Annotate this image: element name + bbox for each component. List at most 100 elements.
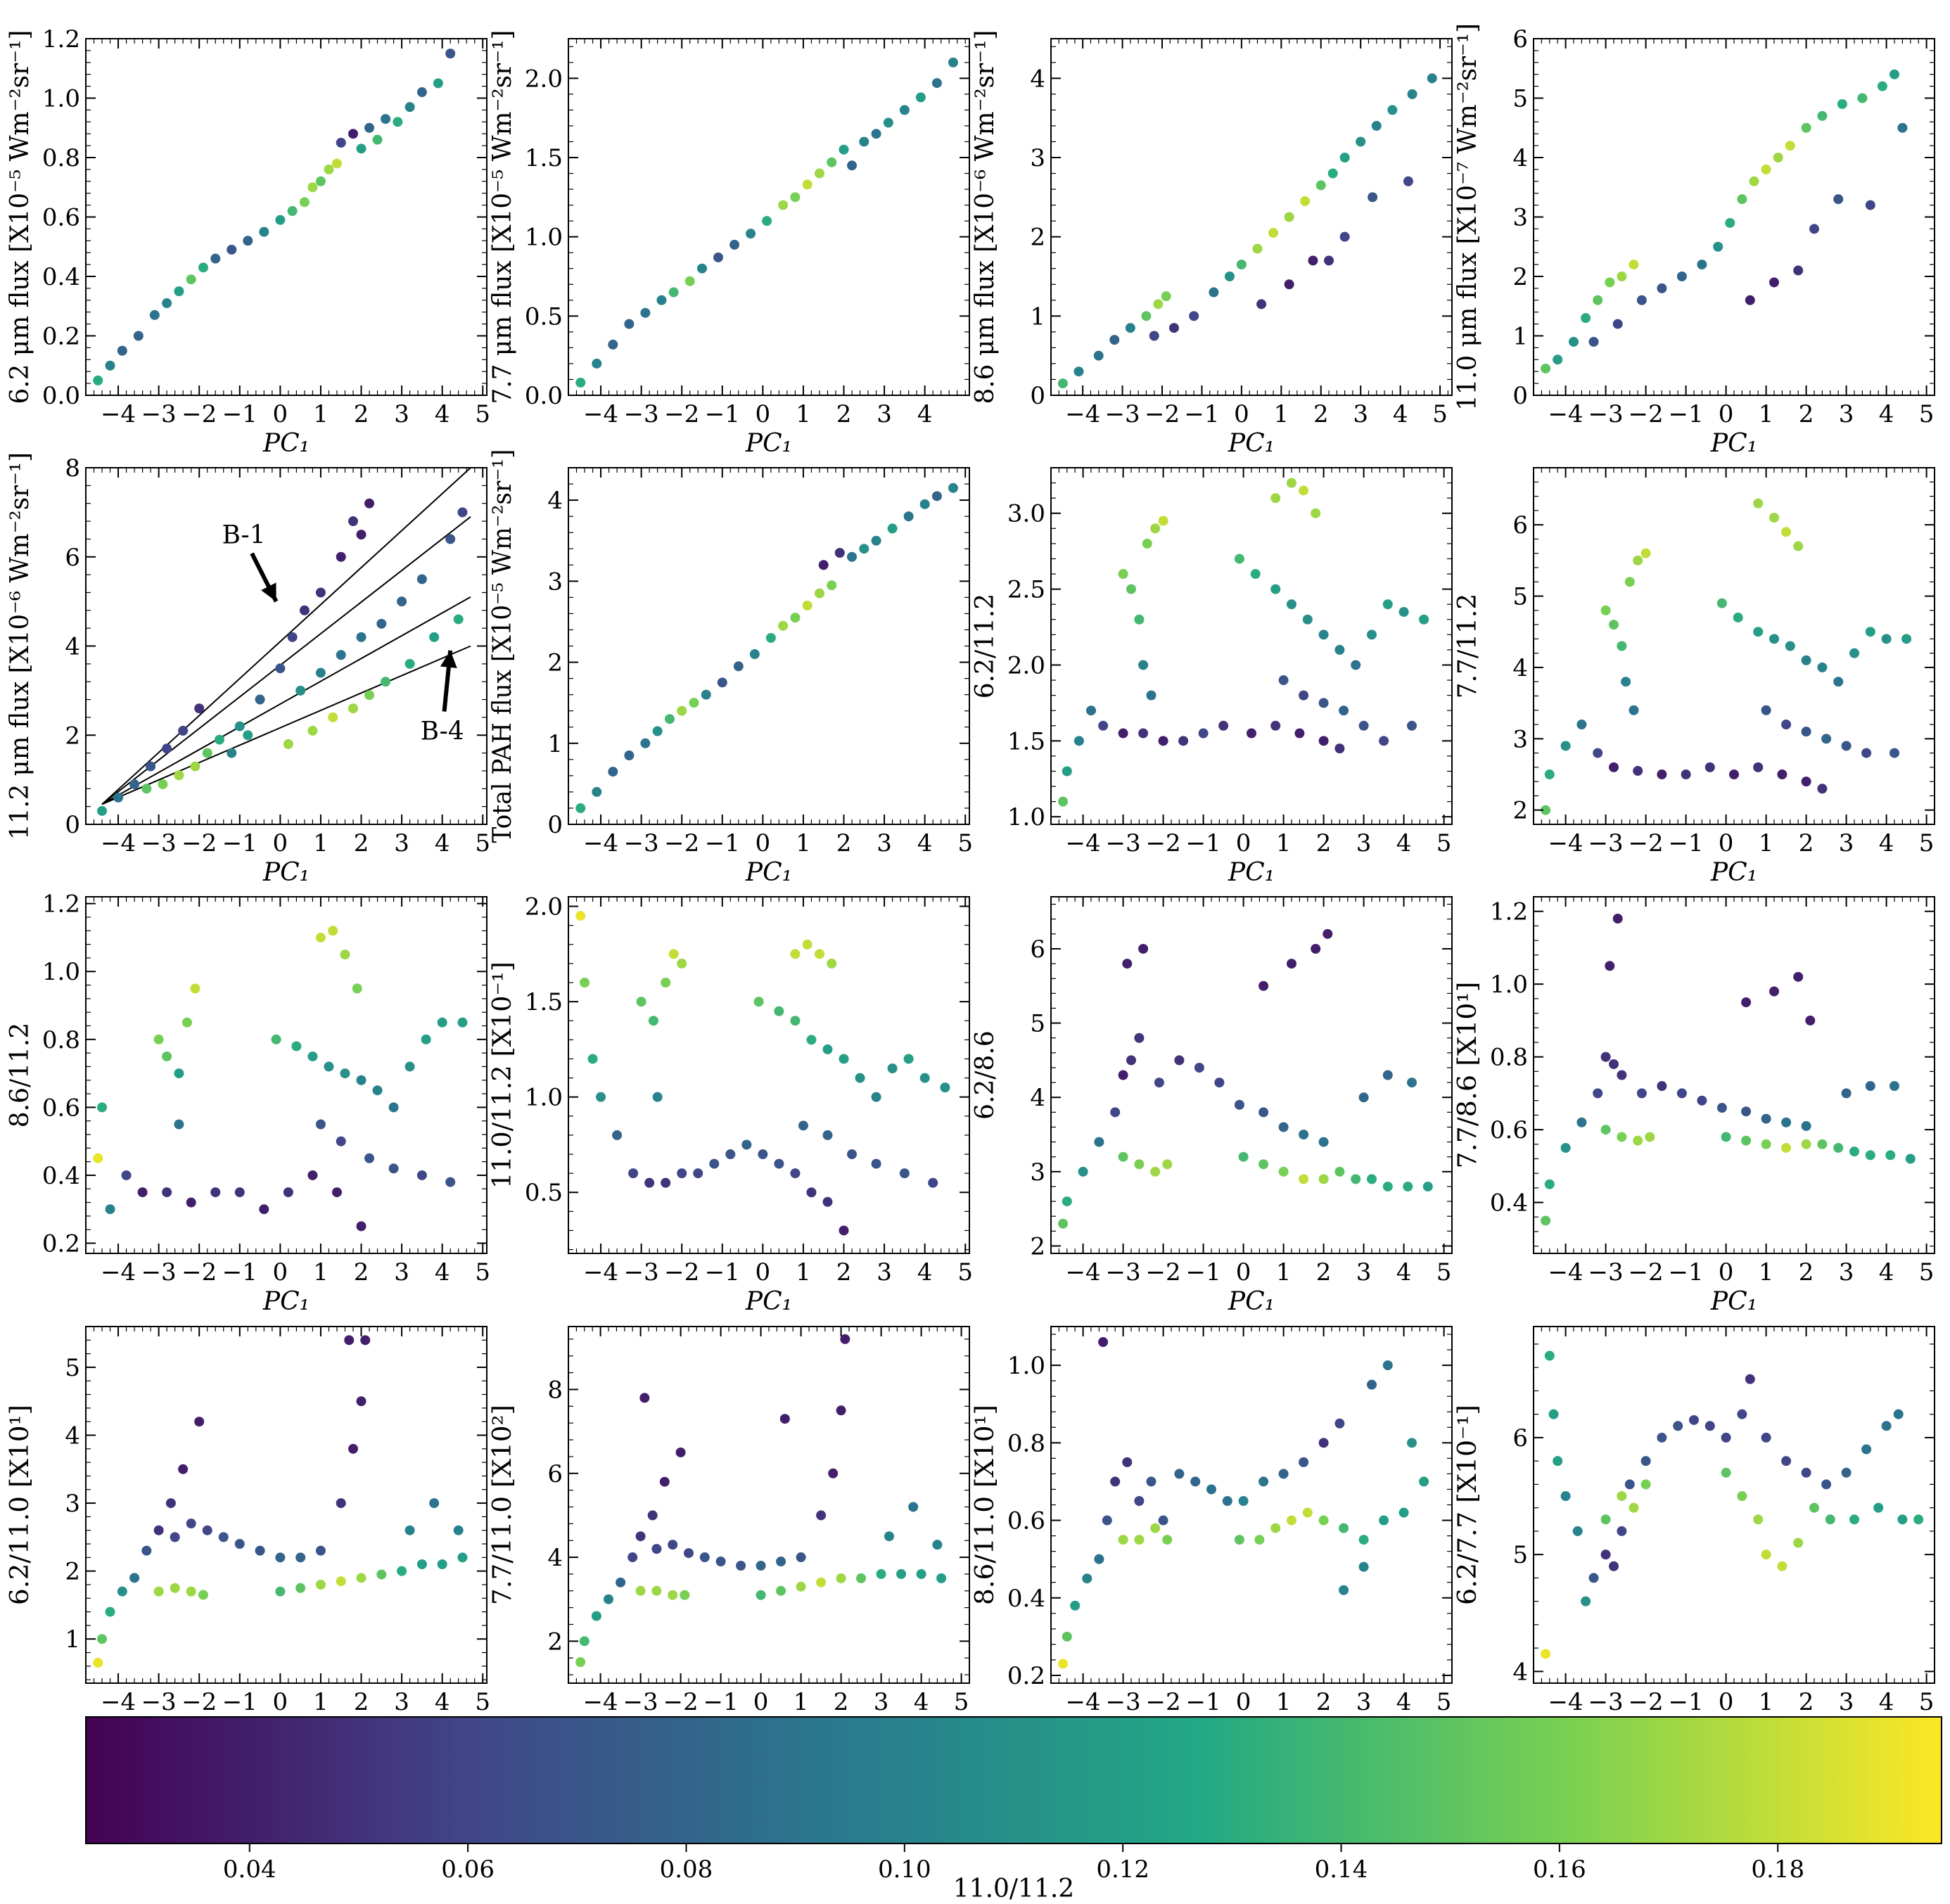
data-point: [1093, 350, 1104, 361]
y-axis-title: 11.0 μm flux [X10⁻⁷ Wm⁻²sr⁻¹]: [1453, 23, 1482, 411]
subplot-15: −4−3−2−10123450.20.40.60.81.0PC₁8.6/11.0…: [971, 1326, 1453, 1746]
data-point: [818, 560, 829, 570]
data-point: [1901, 634, 1912, 644]
x-tick-label: 5: [957, 829, 973, 857]
data-point: [753, 997, 764, 1007]
data-point: [1258, 1107, 1269, 1118]
data-point: [587, 1054, 598, 1064]
data-point: [668, 1590, 678, 1600]
data-point: [307, 1051, 318, 1061]
data-point: [636, 997, 646, 1007]
x-tick-label: 4: [917, 829, 933, 857]
data-point: [1593, 1088, 1603, 1099]
data-point: [790, 949, 801, 959]
data-point: [97, 1634, 108, 1644]
data-point: [1572, 1526, 1583, 1536]
data-point: [397, 1566, 407, 1576]
data-point: [1270, 584, 1281, 594]
x-tick-label: 4: [435, 1688, 450, 1716]
data-point: [1657, 283, 1667, 293]
data-point: [1761, 1113, 1771, 1124]
data-point: [652, 726, 663, 736]
data-point: [1278, 1469, 1289, 1479]
data-point: [153, 1525, 164, 1535]
data-point: [376, 618, 387, 629]
data-point: [1560, 741, 1571, 751]
data-point: [315, 176, 326, 186]
data-point: [1149, 331, 1159, 341]
data-point: [1805, 1015, 1816, 1026]
data-point: [1270, 720, 1281, 731]
data-point: [416, 574, 427, 584]
y-tick-label: 2: [1030, 1232, 1045, 1260]
x-tick-label: −1: [222, 400, 257, 428]
x-tick-label: 2: [354, 1258, 369, 1286]
x-tick-label: −1: [1669, 1258, 1704, 1286]
data-point: [97, 805, 108, 816]
x-tick-label: 4: [1396, 1688, 1412, 1716]
data-point: [1861, 1444, 1872, 1455]
data-point: [1913, 1514, 1924, 1525]
data-point: [635, 1585, 646, 1596]
data-point: [816, 1577, 827, 1587]
data-point: [1629, 705, 1639, 715]
data-point: [1368, 192, 1378, 203]
data-point: [1070, 1600, 1081, 1611]
x-tick-label: −3: [624, 1258, 659, 1286]
data-point: [227, 748, 237, 758]
data-point: [1134, 614, 1145, 625]
data-point: [1849, 1514, 1859, 1525]
data-point: [1741, 1106, 1752, 1117]
data-point: [729, 239, 740, 250]
x-tick-label: −3: [141, 1258, 177, 1286]
data-point: [733, 661, 744, 672]
data-point: [1716, 1103, 1727, 1113]
data-point: [756, 1590, 766, 1600]
data-point: [174, 286, 184, 297]
data-point: [356, 1075, 367, 1085]
data-point: [1134, 1033, 1145, 1043]
data-point: [1617, 1070, 1627, 1080]
fit-line-2: [101, 516, 471, 805]
data-point: [1318, 1174, 1329, 1184]
x-tick-label: 4: [1879, 829, 1894, 857]
data-point: [651, 1585, 662, 1596]
data-point: [1141, 311, 1152, 321]
data-point: [1600, 1052, 1611, 1062]
x-tick-label: 1: [313, 1258, 329, 1286]
x-tick-label: 1: [796, 1258, 811, 1286]
data-point: [388, 1163, 399, 1174]
data-point: [1118, 1151, 1128, 1162]
data-point: [1897, 122, 1908, 133]
y-axis-title: 6.2/11.0 [X10¹]: [6, 1405, 34, 1605]
x-tick-label: −3: [1588, 400, 1624, 428]
data-point: [1334, 743, 1345, 754]
data-point: [1073, 736, 1084, 746]
data-point: [295, 685, 306, 696]
data-point: [1190, 1476, 1201, 1487]
subplot-13: −4−3−2−101234512345PC₁6.2/11.0 [X10¹]: [6, 1326, 490, 1746]
x-tick-label: 2: [354, 400, 369, 428]
data-point: [847, 1149, 858, 1160]
y-tick-label: 4: [1512, 654, 1528, 682]
data-point: [336, 137, 346, 148]
data-point: [709, 1158, 720, 1169]
data-point: [931, 491, 942, 501]
y-axis-title: 7.7 μm flux [X10⁻⁵ Wm⁻²sr⁻¹]: [488, 30, 517, 404]
data-point: [1062, 1631, 1072, 1642]
data-point: [307, 182, 318, 193]
x-tick-label: 2: [1316, 1258, 1332, 1286]
data-point: [802, 600, 812, 611]
data-point: [1174, 1469, 1185, 1479]
y-tick-label: 0.4: [42, 1162, 80, 1190]
data-point: [839, 1054, 849, 1064]
data-point: [416, 1170, 427, 1180]
colorbar-tick-label: 0.06: [441, 1855, 495, 1884]
data-point: [364, 498, 375, 509]
data-point: [1821, 734, 1832, 744]
data-point: [1358, 1092, 1369, 1103]
data-point: [1256, 299, 1267, 309]
data-point: [1640, 548, 1651, 558]
